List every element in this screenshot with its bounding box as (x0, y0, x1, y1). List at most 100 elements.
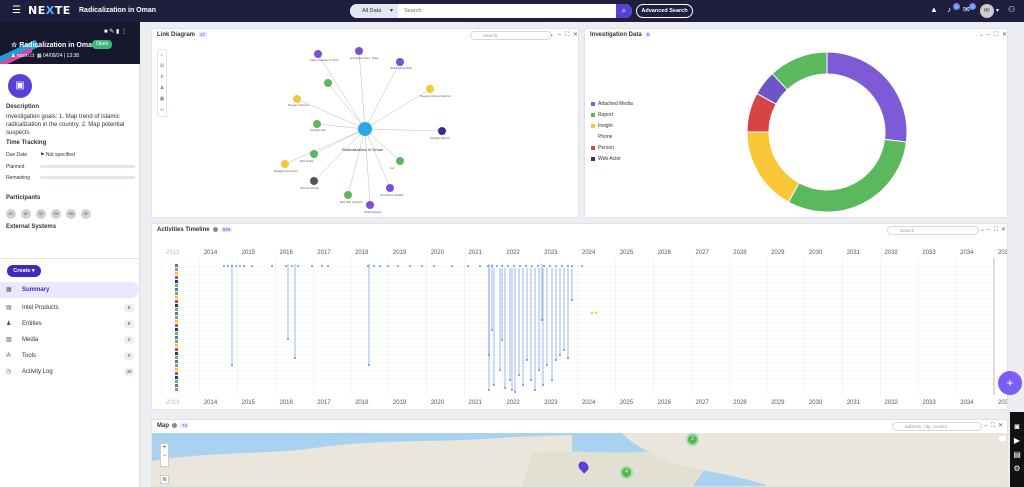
diagram-node[interactable] (396, 157, 404, 165)
nav-item-entities[interactable]: ♟ Entities 9 (0, 316, 139, 332)
timeline-event-dot[interactable] (501, 339, 503, 341)
timeline-event-dot[interactable] (223, 265, 225, 267)
diagram-node[interactable] (438, 127, 446, 135)
diagram-node[interactable] (313, 120, 321, 128)
search-scope-select[interactable]: All Data (350, 4, 398, 18)
home-icon[interactable]: ⌂ (160, 52, 164, 58)
menu-icon[interactable]: ☰ (12, 5, 21, 16)
timeline-event-dot[interactable] (561, 265, 563, 267)
timeline-event-dot[interactable] (285, 265, 287, 267)
video-icon[interactable]: ■ (104, 29, 108, 35)
timeline-event-dot[interactable] (271, 265, 273, 267)
participant-avatar[interactable]: SP (81, 209, 91, 219)
timeline-canvas[interactable]: 2013 2013 2014 2014 2015 2015 2016 2016 2017 2017… (152, 240, 1007, 408)
nav-item-tools[interactable]: ✇ Tools 0 (0, 348, 139, 364)
timeline-event-dot[interactable] (387, 265, 389, 267)
timeline-event-dot[interactable] (294, 357, 296, 359)
diagram-search-input[interactable]: Search (470, 31, 552, 40)
alert-icon[interactable]: ▲ (930, 5, 938, 14)
timeline-event-dot[interactable] (291, 265, 293, 267)
timeline-event-dot[interactable] (555, 265, 557, 267)
legend-item[interactable]: Phone (591, 134, 612, 140)
donut-slice[interactable] (826, 51, 908, 143)
timeline-event-dot[interactable] (433, 265, 435, 267)
legend-item[interactable]: Report (591, 112, 613, 118)
diagram-node[interactable] (426, 85, 434, 93)
tree-icon[interactable]: ⋔ (159, 74, 165, 80)
info-icon[interactable] (172, 423, 177, 428)
info-icon[interactable] (212, 227, 218, 232)
timeline-event-dot[interactable] (563, 349, 565, 351)
minimize-icon[interactable]: – (558, 32, 562, 38)
timeline-event-dot[interactable] (321, 265, 323, 267)
timeline-event-dot[interactable] (519, 265, 521, 267)
timeline-event-dot[interactable] (496, 265, 498, 267)
participant-avatar[interactable]: SE (36, 209, 46, 219)
donut-slice[interactable] (771, 51, 828, 91)
diagram-node[interactable] (396, 58, 404, 66)
mail-icon[interactable]: ✉ (963, 5, 970, 14)
timeline-event-dot[interactable] (451, 265, 453, 267)
edit-icon[interactable]: ✎ (109, 29, 115, 35)
close-icon[interactable]: ✕ (573, 32, 579, 38)
timeline-event-dot[interactable] (231, 364, 233, 366)
advanced-search-button[interactable]: Advanced Search (636, 4, 693, 18)
diagram-node-center[interactable] (358, 122, 372, 136)
timeline-event-dot[interactable] (397, 265, 399, 267)
user-avatar[interactable]: HF (980, 4, 994, 18)
timeline-event-dot[interactable] (531, 265, 533, 267)
timeline-event-dot[interactable] (251, 265, 253, 267)
diagram-node[interactable] (314, 50, 322, 58)
timeline-event-dot[interactable] (509, 379, 511, 381)
timeline-event-dot[interactable] (551, 379, 553, 381)
map-cluster[interactable]: 4 (620, 466, 633, 479)
search-input[interactable] (400, 4, 616, 18)
nav-item-intel-products[interactable]: ▤ Intel Products 6 (0, 300, 139, 316)
video-icon[interactable]: ▶ (1013, 436, 1021, 445)
timeline-event-dot[interactable] (534, 389, 536, 391)
bell-icon[interactable]: ♪ (947, 5, 951, 14)
timeline-event-dot[interactable] (368, 364, 370, 366)
timeline-event-dot[interactable] (542, 384, 544, 386)
expand-icon[interactable]: ⛶ (991, 423, 996, 429)
timeline-event-dot[interactable] (581, 265, 583, 267)
legend-item[interactable]: Web Actor (591, 156, 621, 162)
gear-icon[interactable]: ⚙ (1013, 464, 1021, 473)
timeline-event-dot[interactable] (546, 364, 548, 366)
map-toggle-icon[interactable] (999, 436, 1006, 441)
expand-icon[interactable]: ⛶ (994, 227, 999, 233)
timeline-event-dot[interactable] (327, 265, 329, 267)
timeline-event-dot[interactable] (373, 265, 375, 267)
participant-avatar[interactable]: SC (6, 209, 16, 219)
chat-icon[interactable]: ▤ (1013, 450, 1021, 459)
timeline-event-dot[interactable] (239, 265, 241, 267)
camera-icon[interactable]: ◙ (1014, 422, 1020, 431)
diagram-node[interactable] (324, 79, 332, 87)
timeline-event-dot[interactable] (493, 384, 495, 386)
participant-avatar[interactable]: SM (66, 209, 76, 219)
timeline-event-dot[interactable] (571, 265, 573, 267)
chevron-down-icon[interactable]: ⌄ (980, 227, 986, 233)
legend-item[interactable]: Attached Media (591, 101, 633, 107)
timeline-event-dot[interactable] (367, 265, 369, 267)
chevron-down-icon[interactable]: ▾ (996, 8, 1000, 14)
timeline-event-dot[interactable] (541, 319, 543, 321)
app-logo[interactable]: NEXTE (28, 4, 71, 17)
chevron-down-icon[interactable]: ⌄ (979, 32, 985, 38)
link-diagram-canvas[interactable]: Radicalization in Oman Islam's Gateway i… (270, 43, 470, 217)
timeline-event-dot[interactable] (287, 338, 289, 340)
diagram-node[interactable] (310, 177, 318, 185)
timeline-event-dot[interactable] (567, 357, 569, 359)
timeline-event-dot[interactable] (501, 265, 503, 267)
timeline-event-dot[interactable] (507, 265, 509, 267)
chevron-down-icon[interactable]: ⌄ (549, 32, 555, 38)
layers-icon[interactable]: ≋ (160, 475, 169, 484)
delete-icon[interactable]: ▮ (116, 29, 120, 35)
timeline-event-dot[interactable] (559, 354, 561, 356)
close-icon[interactable]: ✕ (1001, 227, 1007, 233)
donut-slice[interactable] (787, 138, 907, 213)
timeline-event-dot[interactable] (409, 265, 411, 267)
timeline-event-dot[interactable] (571, 299, 573, 301)
timeline-event-dot[interactable] (518, 374, 520, 376)
timeline-event-dot[interactable] (488, 354, 490, 356)
